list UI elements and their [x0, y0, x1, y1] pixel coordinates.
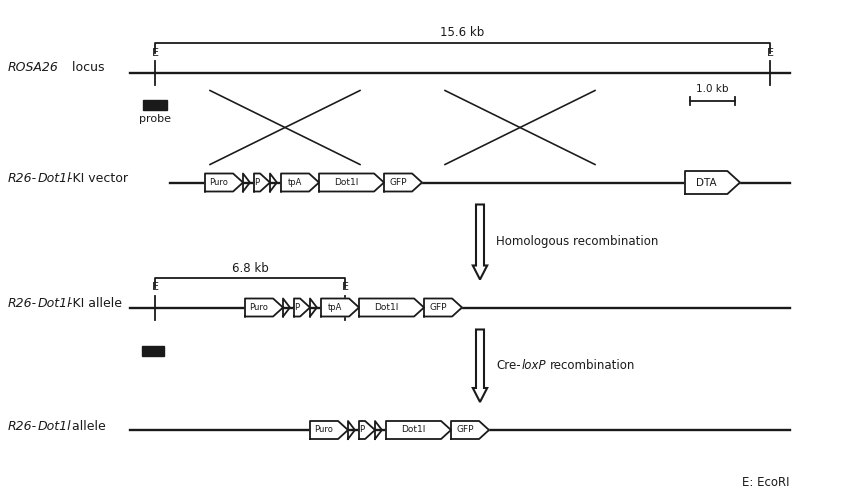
Text: Dot1l: Dot1l	[402, 426, 425, 434]
Text: R26-: R26-	[8, 172, 37, 185]
Text: -KI allele: -KI allele	[68, 297, 122, 310]
Polygon shape	[359, 421, 375, 439]
Polygon shape	[281, 174, 319, 192]
Text: P: P	[360, 426, 365, 434]
Text: loxP: loxP	[522, 359, 547, 372]
Text: Puro: Puro	[250, 303, 268, 312]
Text: allele: allele	[68, 420, 106, 432]
Text: Dot1l: Dot1l	[38, 297, 72, 310]
Text: Dot1l: Dot1l	[375, 303, 398, 312]
Polygon shape	[254, 174, 270, 192]
Polygon shape	[321, 298, 359, 316]
Text: Homologous recombination: Homologous recombination	[496, 236, 658, 248]
Text: probe: probe	[139, 114, 171, 124]
Text: Dot1l: Dot1l	[38, 420, 72, 432]
Text: R26-: R26-	[8, 297, 37, 310]
Text: tpA: tpA	[327, 303, 342, 312]
Text: E: E	[342, 282, 349, 292]
Polygon shape	[386, 421, 451, 439]
Text: GFP: GFP	[389, 178, 407, 187]
Text: ROSA26: ROSA26	[8, 61, 59, 74]
FancyArrow shape	[473, 204, 487, 280]
Text: 6.8 kb: 6.8 kb	[231, 262, 268, 274]
Text: recombination: recombination	[550, 359, 636, 372]
Text: E: E	[766, 48, 773, 58]
Text: P: P	[255, 178, 260, 187]
Bar	[142, 346, 164, 356]
Text: Dot1l: Dot1l	[38, 172, 72, 185]
Text: 1.0 kb: 1.0 kb	[696, 84, 728, 94]
Polygon shape	[205, 174, 243, 192]
FancyArrow shape	[473, 330, 487, 402]
Text: R26-: R26-	[8, 420, 37, 432]
Polygon shape	[245, 298, 283, 316]
Bar	[143, 100, 167, 110]
Polygon shape	[294, 298, 310, 316]
Text: GFP: GFP	[430, 303, 446, 312]
Polygon shape	[359, 298, 424, 316]
Polygon shape	[384, 174, 422, 192]
Text: tpA: tpA	[288, 178, 302, 187]
Polygon shape	[451, 421, 489, 439]
Text: 15.6 kb: 15.6 kb	[441, 26, 484, 40]
Polygon shape	[424, 298, 462, 316]
Text: P: P	[295, 303, 300, 312]
Text: locus: locus	[68, 61, 105, 74]
Text: GFP: GFP	[457, 426, 473, 434]
Text: Dot1l: Dot1l	[334, 178, 359, 187]
Polygon shape	[685, 171, 740, 194]
Text: Puro: Puro	[315, 426, 333, 434]
Polygon shape	[310, 421, 348, 439]
Text: E: E	[152, 282, 159, 292]
Text: -KI vector: -KI vector	[68, 172, 128, 185]
Text: E: EcoRI: E: EcoRI	[743, 476, 790, 488]
Text: Puro: Puro	[209, 178, 229, 187]
Text: E: E	[152, 48, 159, 58]
Text: Cre-: Cre-	[496, 359, 521, 372]
Text: DTA: DTA	[695, 178, 717, 188]
Polygon shape	[319, 174, 384, 192]
